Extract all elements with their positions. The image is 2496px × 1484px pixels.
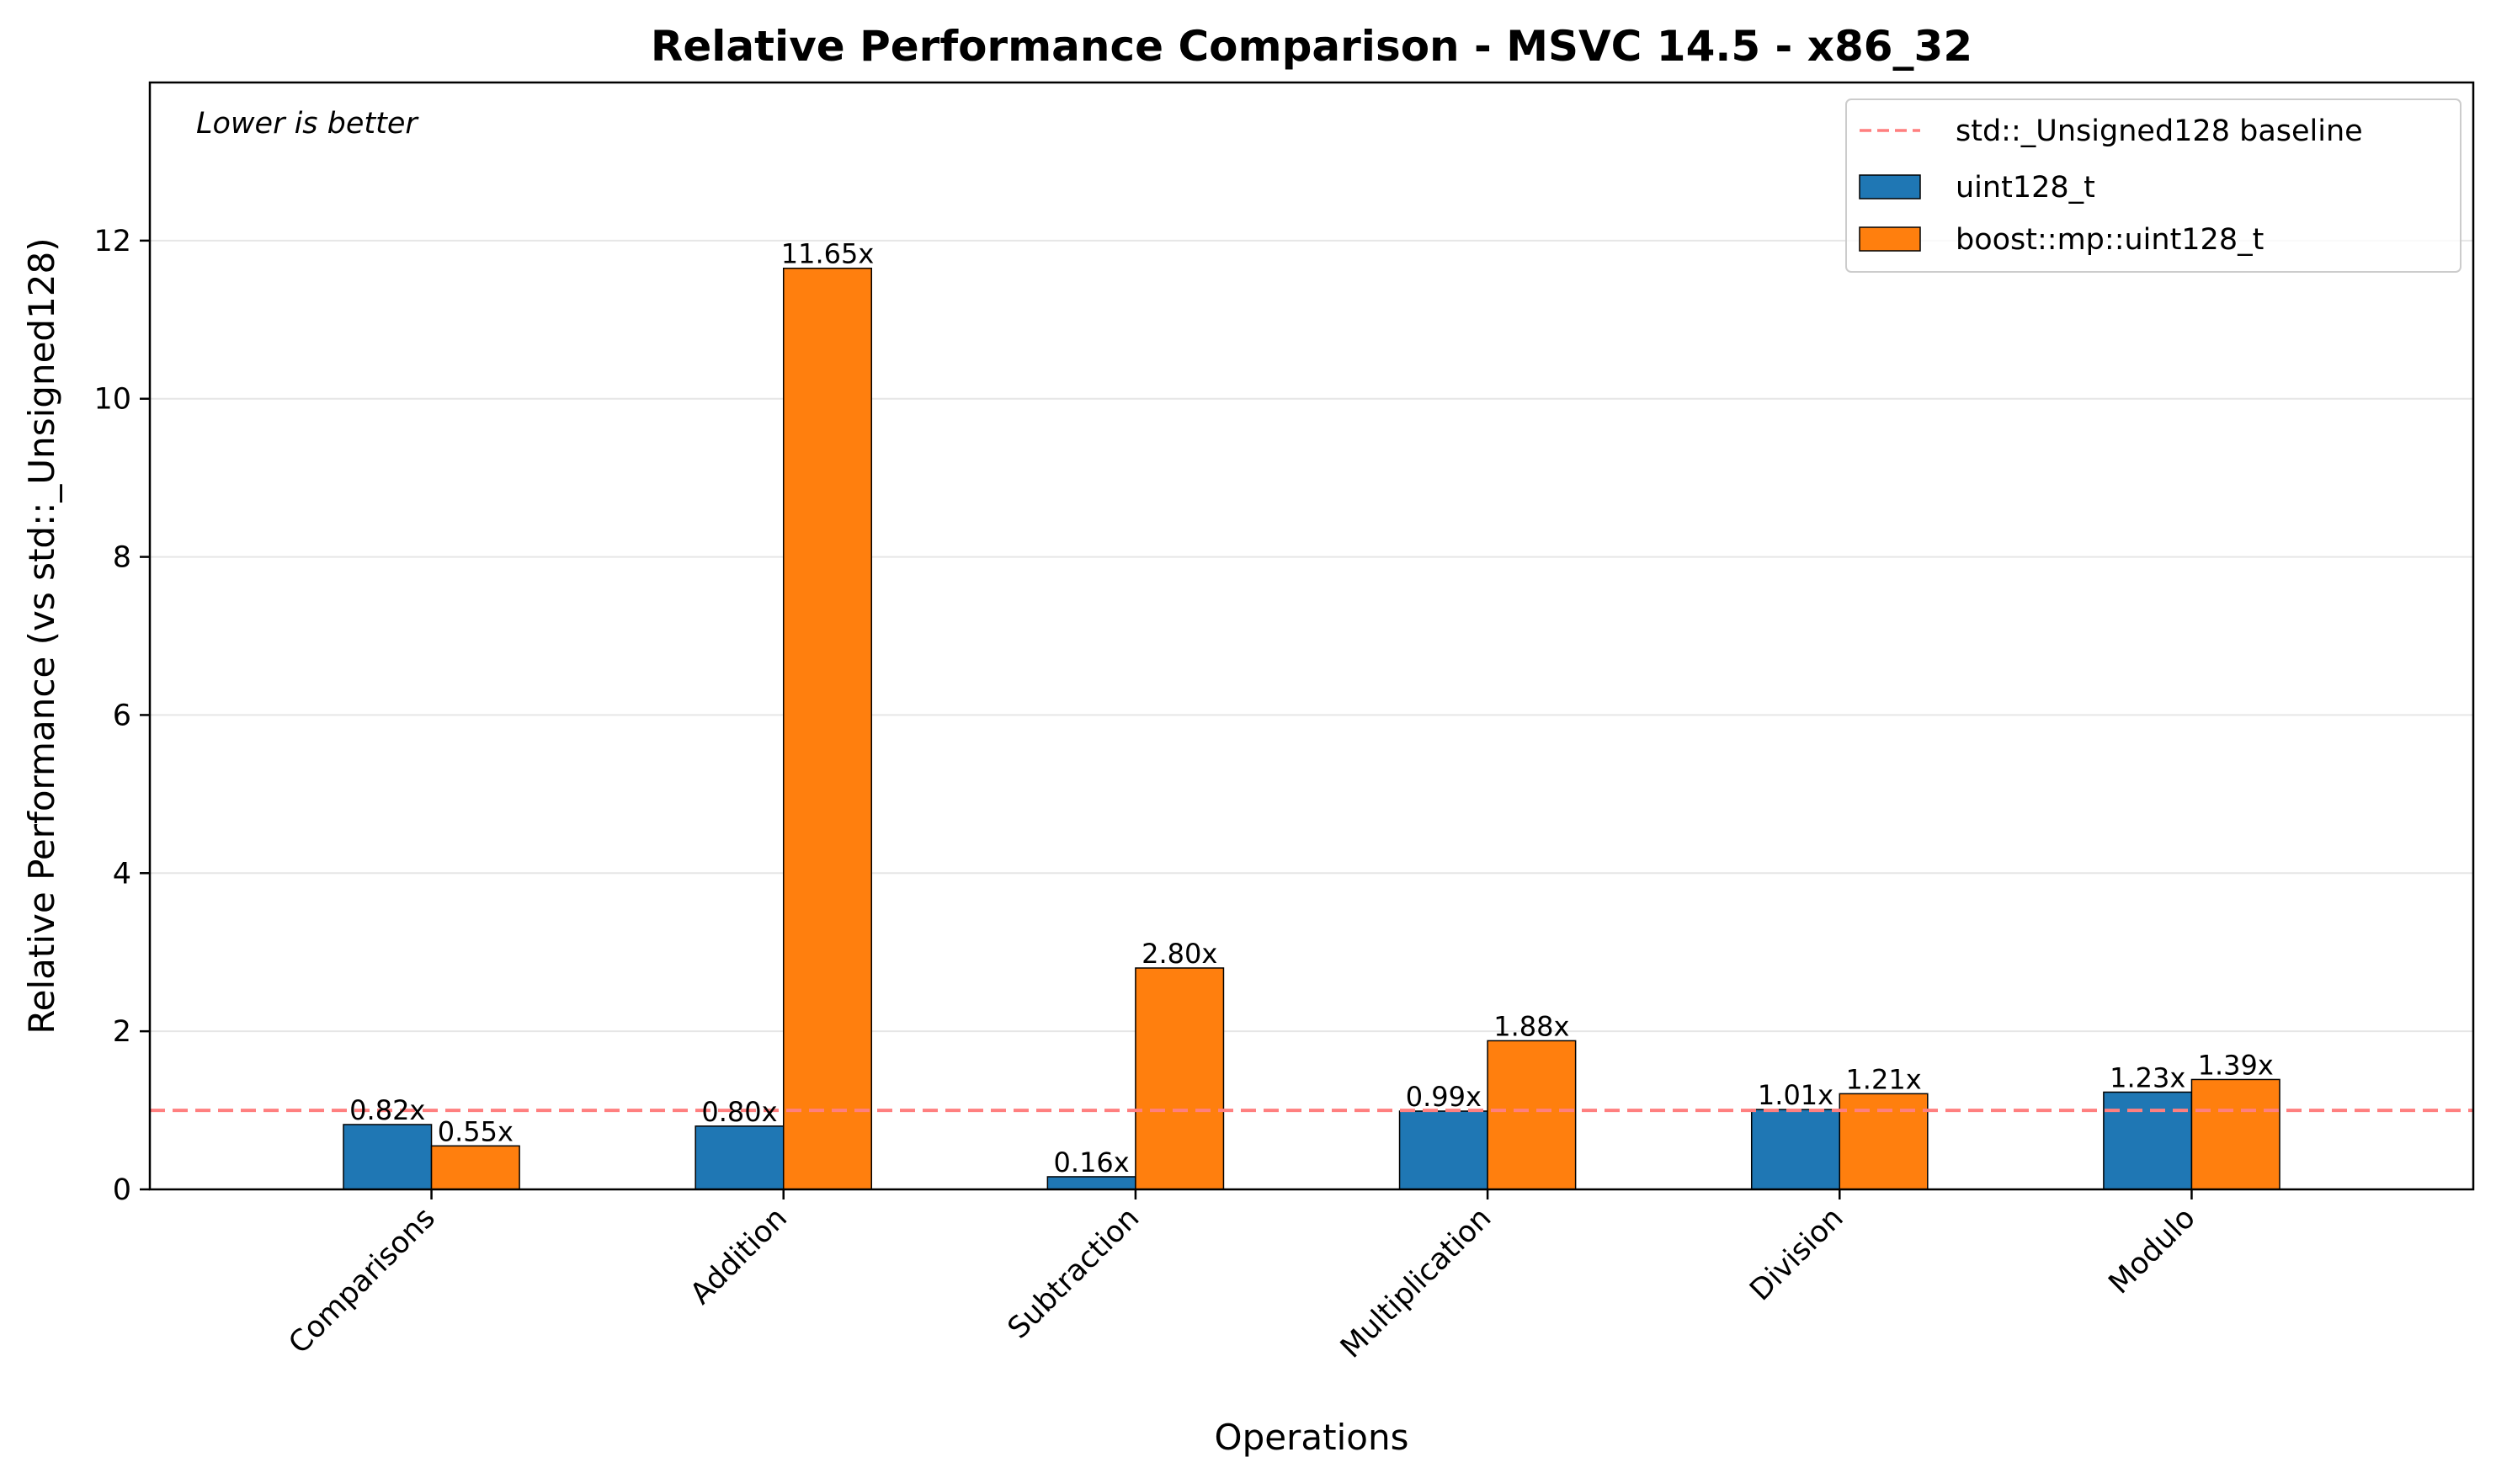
bar-uint128-t-addition bbox=[695, 1125, 785, 1190]
bar-boost-mp-uint128-t-division bbox=[1839, 1093, 1929, 1190]
bar-boost-mp-uint128-t-subtraction bbox=[1135, 967, 1225, 1190]
x-axis-title: Operations bbox=[1215, 1417, 1409, 1458]
bar-uint128-t-multiplication bbox=[1398, 1110, 1488, 1190]
bar-value-label: 1.01x bbox=[1758, 1079, 1833, 1111]
bars bbox=[343, 267, 2280, 1190]
x-axis: Comparisons Addition Subtraction Multiplica… bbox=[283, 1189, 2202, 1365]
bar-uint128-t-division bbox=[1750, 1109, 1841, 1190]
legend-boost-uint128-label: boost::mp::uint128_t bbox=[1956, 223, 2264, 257]
legend-uint128-swatch bbox=[1859, 174, 1921, 199]
y-tick-label: 6 bbox=[113, 699, 131, 732]
bar-boost-mp-uint128-t-multiplication bbox=[1487, 1040, 1577, 1190]
bar-boost-mp-uint128-t-comparisons bbox=[430, 1145, 520, 1190]
bar-value-labels: 0.82x 0.80x 0.16x 0.99x 1.01x 1.23x 0.55x 11.65… bbox=[349, 238, 2274, 1178]
x-tick-label-comparisons: Comparisons bbox=[283, 1201, 442, 1360]
legend: std::_Unsigned128 baseline uint128_t boo… bbox=[1845, 98, 2461, 273]
bar-uint128-t-comparisons bbox=[343, 1124, 433, 1190]
y-tick-label: 0 bbox=[113, 1173, 131, 1207]
bar-value-label: 1.88x bbox=[1493, 1010, 1569, 1042]
x-tick-label-multiplication: Multiplication bbox=[1334, 1201, 1498, 1364]
bar-value-label: 1.23x bbox=[2110, 1061, 2185, 1093]
x-tick-label-modulo: Modulo bbox=[2103, 1201, 2202, 1300]
y-tick-label: 12 bbox=[93, 225, 131, 258]
bar-value-label: 0.16x bbox=[1054, 1146, 1130, 1178]
bar-value-label: 0.82x bbox=[349, 1094, 425, 1126]
chart-title: Relative Performance Comparison - MSVC 1… bbox=[651, 22, 1972, 71]
bar-value-label: 11.65x bbox=[781, 238, 875, 270]
bar-value-label: 1.39x bbox=[2198, 1049, 2274, 1081]
x-tick-label-addition: Addition bbox=[684, 1201, 794, 1311]
y-axis-title: Relative Performance (vs std::_Unsigned1… bbox=[21, 237, 62, 1034]
x-tick-label-division: Division bbox=[1743, 1201, 1849, 1307]
y-tick-label: 8 bbox=[113, 541, 131, 575]
grid-lines bbox=[150, 239, 2473, 1033]
annotation-lower-is-better: Lower is better bbox=[196, 107, 419, 141]
legend-boost-uint128-swatch bbox=[1859, 226, 1921, 252]
legend-box bbox=[1845, 98, 2461, 273]
y-axis: 0 2 4 6 8 10 12 bbox=[93, 225, 150, 1207]
bar-value-label: 2.80x bbox=[1142, 938, 1217, 970]
plot-frame bbox=[148, 81, 2475, 1191]
bar-value-label: 0.99x bbox=[1406, 1081, 1482, 1113]
y-tick-label: 2 bbox=[113, 1015, 131, 1049]
bar-value-label: 0.80x bbox=[701, 1096, 777, 1128]
legend-uint128-label: uint128_t bbox=[1956, 171, 2095, 205]
x-tick-label-subtraction: Subtraction bbox=[1002, 1201, 1146, 1345]
y-tick-label: 4 bbox=[113, 857, 131, 891]
bar-value-label: 1.21x bbox=[1845, 1063, 1921, 1095]
bar-boost-mp-uint128-t-addition bbox=[782, 267, 873, 1190]
legend-baseline-label: std::_Unsigned128 baseline bbox=[1956, 114, 2363, 148]
bar-value-label: 0.55x bbox=[438, 1115, 514, 1147]
bar-uint128-t-subtraction bbox=[1046, 1176, 1136, 1190]
bar-uint128-t-modulo bbox=[2103, 1091, 2193, 1190]
y-tick-label: 10 bbox=[93, 383, 131, 417]
bar-boost-mp-uint128-t-modulo bbox=[2190, 1078, 2280, 1190]
